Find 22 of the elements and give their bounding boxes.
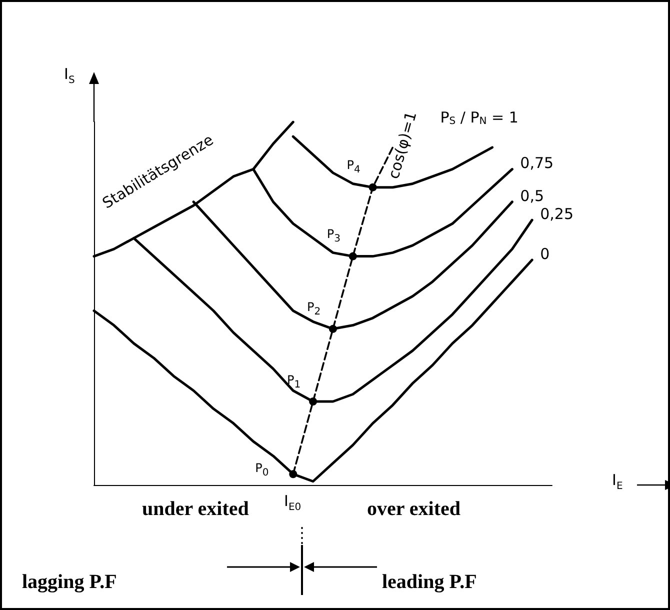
point — [289, 470, 298, 478]
text: cos(φ)=1 — [384, 110, 420, 181]
point — [328, 324, 337, 333]
annotation: P$_{3}$ — [326, 227, 340, 245]
series-label: 0,25 — [540, 205, 574, 224]
point — [368, 183, 377, 192]
text: under exited — [142, 497, 250, 522]
series-label: 0,5 — [520, 186, 544, 205]
point — [348, 252, 357, 260]
annotation: P$_{2}$ — [306, 300, 321, 318]
point — [309, 398, 318, 406]
series-label: 0,75 — [520, 154, 554, 172]
series-label: 0 — [540, 244, 550, 263]
text: over exited — [367, 497, 462, 522]
text: leading P.F — [382, 570, 477, 595]
text: I$_{E0}$ — [284, 492, 302, 513]
x-axis-title: I$_{E}$ — [612, 471, 623, 492]
annotation: P$_{1}$ — [287, 372, 301, 390]
annotation: P$_{4}$ — [346, 158, 360, 176]
annotation: P$_{0}$ — [255, 461, 269, 478]
text: lagging P.F — [22, 570, 117, 595]
y-axis-title: I$_{S}$ — [64, 65, 75, 86]
